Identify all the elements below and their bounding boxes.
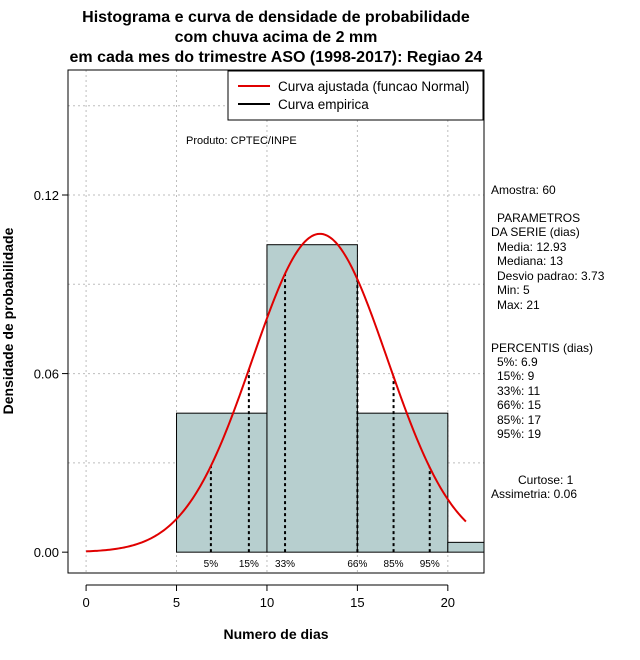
param-desvio: Desvio padrao: 3.73 (497, 269, 605, 283)
percentil-15: 15%: 9 (497, 369, 535, 383)
x-tick-label: 5 (173, 595, 180, 610)
normal-curve (86, 232, 467, 553)
y-tick-label: 0.12 (34, 188, 59, 203)
percentile-lines: 5% 15% 33% 66% 85% 95% (204, 273, 440, 570)
percentile-label-5pct: 5% (204, 559, 219, 570)
percentis-title: PERCENTIS (dias) (491, 341, 593, 355)
histogram-bars (176, 244, 485, 553)
chart-title-line-3: em cada mes do trimestre ASO (1998-2017)… (70, 49, 483, 66)
axes: 0 5 10 15 20 0.00 0.06 0.12 (34, 188, 455, 610)
curtose: Curtose: 1 (518, 473, 574, 487)
percentil-33: 33%: 11 (497, 384, 540, 398)
legend-box (227, 70, 484, 121)
x-tick-label: 0 (82, 595, 89, 610)
percentile-label-15pct: 15% (239, 559, 259, 570)
legend-label-normal: Curva ajustada (funcao Normal) (278, 79, 469, 94)
histogram-bar (176, 412, 268, 553)
y-tick-label: 0.06 (34, 367, 59, 382)
histogram-bar (447, 541, 485, 553)
percentile-label-66pct: 66% (347, 559, 367, 570)
params-title-1: PARAMETROS (497, 211, 580, 225)
histogram-bar (356, 412, 449, 553)
param-media: Media: 12.93 (497, 240, 567, 254)
percentil-95: 95%: 19 (497, 427, 541, 441)
params-title-2: DA SERIE (dias) (491, 225, 580, 239)
histogram-bar (266, 244, 358, 553)
sample-size: Amostra: 60 (491, 183, 556, 197)
x-tick-label: 15 (350, 595, 364, 610)
x-axis-title: Numero de dias (223, 626, 328, 642)
normal-fit-curve (86, 232, 467, 553)
percentile-label-95pct: 95% (420, 559, 440, 570)
assimetria: Assimetria: 0.06 (491, 487, 577, 501)
legend-label-empirical: Curva empirica (278, 97, 369, 112)
param-max: Max: 21 (497, 298, 540, 312)
y-axis-title: Densidade de probabilidade (0, 227, 16, 414)
x-tick-label: 10 (260, 595, 274, 610)
y-tick-label: 0.00 (34, 545, 59, 560)
percentil-66: 66%: 15 (497, 398, 541, 412)
percentile-label-33pct: 33% (275, 559, 295, 570)
legend: Curva ajustada (funcao Normal) Curva emp… (227, 70, 484, 121)
param-mediana: Mediana: 13 (497, 254, 563, 268)
credit-text: Produto: CPTEC/INPE (186, 135, 297, 147)
x-tick-label: 20 (441, 595, 455, 610)
percentil-85: 85%: 17 (497, 413, 541, 427)
param-min: Min: 5 (497, 283, 530, 297)
chart-title-line-2: com chuva acima de 2 mm (175, 29, 378, 46)
chart-title-line-1: Histograma e curva de densidade de proba… (82, 9, 470, 26)
percentile-label-85pct: 85% (384, 559, 404, 570)
stats-panel: Amostra: 60 PARAMETROS DA SERIE (dias) M… (491, 183, 605, 501)
percentil-5: 5%: 6.9 (497, 355, 538, 369)
